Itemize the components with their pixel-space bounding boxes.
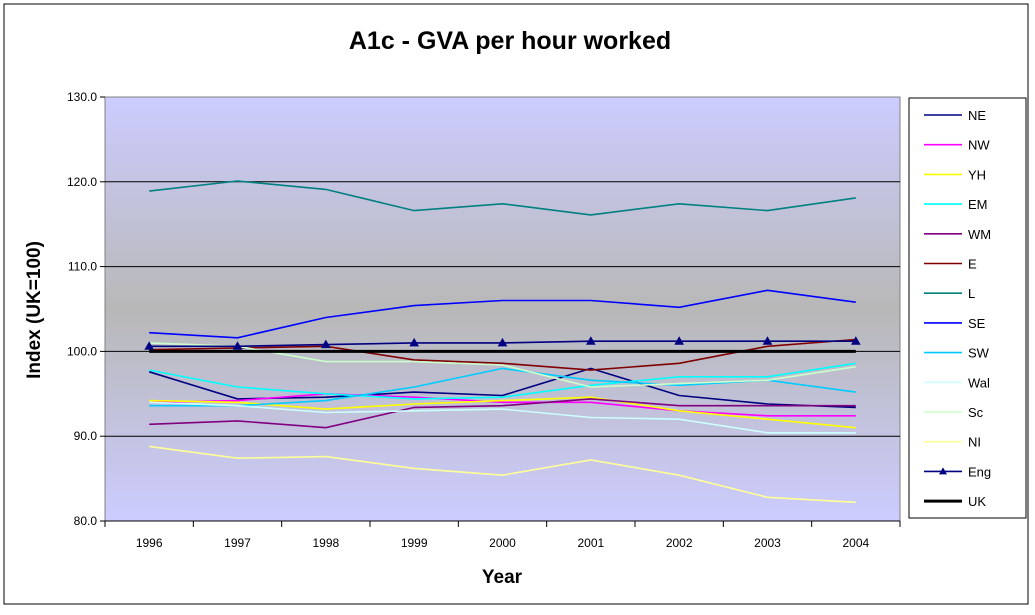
- x-tick-label: 1996: [136, 536, 163, 550]
- legend-item-yh: YH: [924, 167, 986, 182]
- y-tick-label: 100.0: [67, 344, 97, 358]
- y-tick-label: 120.0: [67, 175, 97, 189]
- legend-item-se: SE: [924, 316, 986, 331]
- y-axis-ticks: 80.0 90.0 100.0 110.0 120.0 130.0: [67, 90, 105, 528]
- data-point-marker: [232, 341, 243, 350]
- legend-label: Wal: [968, 375, 990, 390]
- legend-item-wm: WM: [924, 227, 991, 242]
- series-lines: [144, 180, 861, 504]
- legend-label: WM: [968, 227, 991, 242]
- x-tick-label: 2003: [754, 536, 781, 550]
- legend-item-eng: Eng: [924, 464, 991, 479]
- y-tick-label: 110.0: [68, 260, 97, 274]
- series-line-em: [149, 362, 856, 400]
- legend-item-ni: NI: [924, 435, 981, 450]
- x-tick-label: 1998: [312, 536, 339, 550]
- x-tick-label: 2004: [842, 536, 869, 550]
- y-tick-label: 90.0: [74, 429, 98, 443]
- series-line-nw: [149, 392, 856, 417]
- legend-item-nw: NW: [924, 138, 990, 153]
- y-axis-label: Index (UK=100): [24, 241, 45, 379]
- series-line-wm: [149, 398, 856, 429]
- x-tick-label: 1999: [401, 536, 428, 550]
- data-point-marker: [497, 337, 508, 347]
- legend: NE NW YH EM WM EL SE SW Wal Sc NI Eng UK: [924, 108, 991, 509]
- series-line-l: [149, 180, 856, 216]
- plot-area: [104, 96, 901, 522]
- legend-item-em: EM: [924, 197, 988, 212]
- x-tick-label: 2001: [577, 536, 604, 550]
- series-line-se: [149, 289, 856, 339]
- legend-item-ne: NE: [924, 108, 986, 123]
- series-line-ni: [149, 445, 856, 504]
- x-tick-label: 2000: [489, 536, 516, 550]
- y-tick-label: 130.0: [67, 90, 97, 104]
- legend-label: NW: [968, 138, 990, 153]
- legend-item-e: E: [924, 257, 977, 272]
- x-tick-label: 2002: [666, 536, 693, 550]
- data-point-marker: [585, 336, 596, 345]
- y-tick-label: 80.0: [74, 514, 98, 528]
- legend-label: SE: [968, 316, 986, 331]
- legend-item-sc: Sc: [924, 405, 984, 420]
- legend-item-wal: Wal: [924, 375, 990, 390]
- legend-label: UK: [968, 494, 986, 509]
- legend-box: [908, 97, 1027, 519]
- x-axis-ticks: 1996 1997 1998 1999 2000 2001 2002 2003 2004: [104, 520, 901, 550]
- legend-item-uk: UK: [924, 494, 986, 509]
- legend-marker: [939, 467, 947, 475]
- x-axis-label: Year: [482, 567, 523, 588]
- data-point-marker: [850, 336, 861, 345]
- legend-label: NE: [968, 108, 986, 123]
- legend-label: Eng: [968, 464, 991, 479]
- data-point-marker: [762, 336, 773, 345]
- legend-label: SW: [968, 346, 990, 361]
- legend-item-sw: SW: [924, 346, 990, 361]
- legend-label: L: [968, 286, 975, 301]
- legend-label: YH: [968, 167, 986, 182]
- legend-label: E: [968, 257, 977, 272]
- legend-label: Sc: [968, 405, 984, 420]
- series-line-wal: [149, 401, 856, 434]
- data-point-marker: [674, 336, 685, 345]
- chart-title: A1c - GVA per hour worked: [349, 27, 671, 55]
- legend-label: NI: [968, 435, 981, 450]
- legend-label: EM: [968, 197, 988, 212]
- data-point-marker: [144, 341, 155, 350]
- data-point-marker: [409, 337, 420, 347]
- x-tick-label: 1997: [224, 536, 251, 550]
- data-point-marker: [320, 339, 331, 349]
- legend-item-l: L: [924, 286, 975, 301]
